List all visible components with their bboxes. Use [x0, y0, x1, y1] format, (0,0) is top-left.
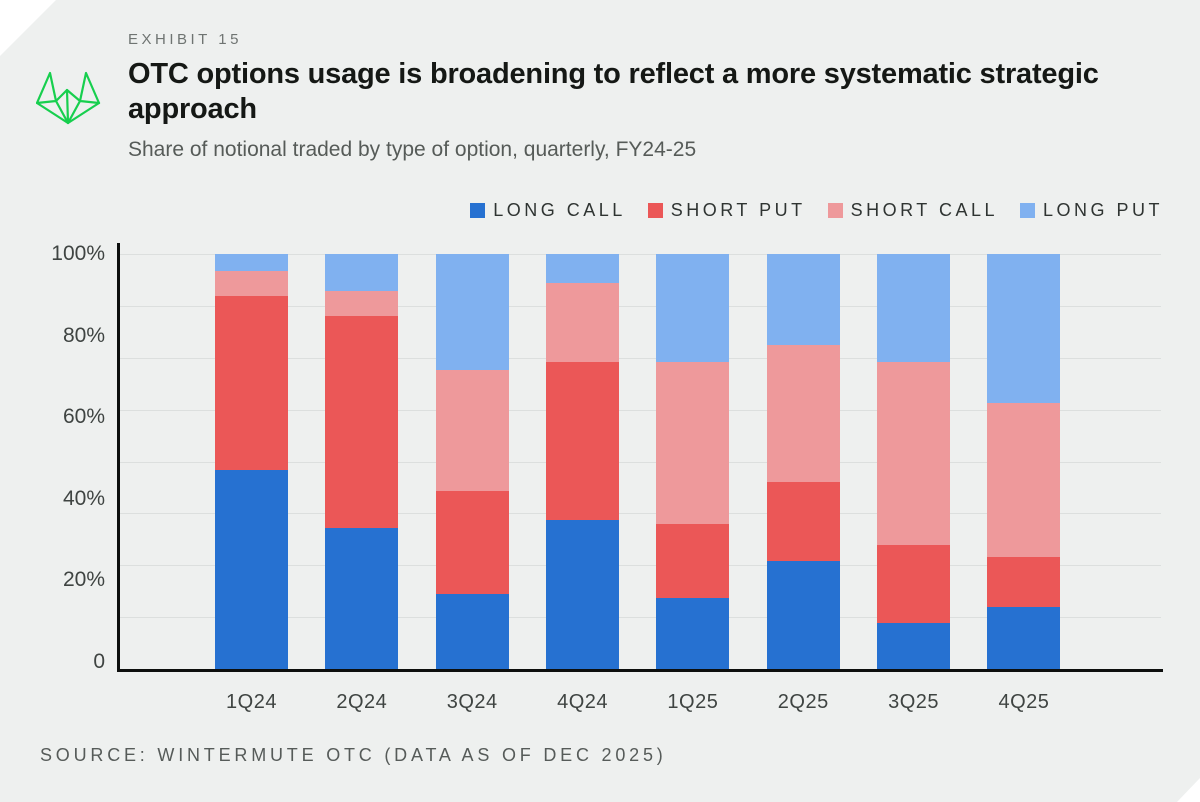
segment-long-put [546, 254, 620, 284]
legend-item-long-call: LONG CALL [470, 200, 626, 221]
gridline [117, 357, 1161, 359]
bar-4q24 [546, 254, 620, 669]
bar-1q25 [656, 254, 730, 669]
segment-long-put [987, 254, 1061, 404]
segment-short-put [656, 523, 730, 599]
page-title-line2: approach [128, 93, 257, 125]
long-put-swatch-icon [1019, 203, 1035, 218]
segment-long-put [877, 254, 951, 362]
segment-short-call [215, 270, 288, 296]
gridline [117, 513, 1161, 515]
page-title: OTC options usage is broadening to refle… [128, 57, 1099, 127]
short-call-swatch-icon [827, 203, 843, 218]
bar-2q25 [766, 254, 840, 669]
segment-long-call [987, 606, 1061, 669]
short-put-swatch-icon [647, 203, 663, 218]
segment-long-put [656, 254, 730, 362]
segment-long-call [325, 527, 399, 669]
segment-long-put [435, 254, 509, 371]
x-tick-label: 4Q24 [557, 691, 609, 713]
x-tick-label: 3Q24 [446, 691, 498, 713]
segment-short-put [435, 490, 509, 595]
bar-2q24 [325, 254, 399, 669]
segment-short-call [435, 370, 509, 491]
chart-subtitle: Share of notional traded by type of opti… [128, 138, 697, 161]
segment-long-put [215, 254, 288, 271]
x-tick-label: 1Q25 [667, 691, 719, 713]
segment-short-call [987, 403, 1061, 557]
gridline [117, 409, 1161, 411]
legend-label: LONG PUT [1042, 200, 1163, 220]
segment-long-call [215, 469, 288, 669]
gridline [117, 305, 1161, 307]
segment-short-call [877, 361, 951, 545]
gridline [117, 461, 1161, 463]
x-tick-label: 1Q24 [226, 691, 277, 713]
y-tick-label: 0 [93, 649, 105, 673]
source-note: SOURCE: WINTERMUTE OTC (DATA AS OF DEC 2… [40, 745, 667, 765]
bar-3q24 [435, 254, 509, 669]
chart-legend: LONG CALL SHORT PUT SHORT CALL LONG PUT [470, 200, 1163, 221]
y-tick-label: 100% [51, 242, 105, 265]
segment-short-put [987, 556, 1061, 607]
bar-4q25 [987, 254, 1061, 669]
gridline [117, 254, 1161, 255]
segment-long-call [656, 598, 730, 669]
gridline [117, 617, 1161, 619]
segment-short-call [546, 283, 620, 362]
y-axis-line [117, 243, 120, 672]
wintermute-logo-icon [36, 71, 101, 125]
y-tick-label: 20% [62, 568, 105, 591]
segment-short-put [215, 295, 288, 470]
y-tick-label: 60% [62, 405, 105, 428]
segment-short-call [766, 345, 840, 483]
x-tick-label: 2Q24 [336, 691, 388, 713]
legend-label: SHORT PUT [670, 200, 806, 220]
plot-area [117, 254, 1163, 669]
legend-item-long-put: LONG PUT [1019, 200, 1163, 221]
legend-label: LONG CALL [493, 200, 626, 220]
bar-1q24 [215, 254, 288, 669]
exhibit-label: EXHIBIT 15 [128, 31, 242, 48]
legend-item-short-put: SHORT PUT [647, 200, 806, 221]
x-tick-label: 3Q25 [888, 691, 940, 713]
legend-item-short-call: SHORT CALL [827, 200, 998, 221]
x-axis-line [117, 669, 1163, 672]
segment-long-put [766, 254, 840, 346]
segment-short-put [325, 316, 399, 528]
legend-label: SHORT CALL [850, 200, 998, 220]
segment-short-put [877, 544, 951, 624]
y-tick-label: 40% [62, 486, 105, 510]
page-title-line1: OTC options usage is broadening to refle… [128, 58, 1099, 90]
segment-long-call [766, 561, 840, 669]
segment-short-call [656, 361, 730, 524]
x-tick-label: 2Q25 [777, 691, 829, 713]
y-tick-label: 80% [62, 323, 105, 347]
segment-short-put [766, 482, 840, 562]
x-tick-label: 4Q25 [998, 691, 1050, 713]
segment-short-call [325, 291, 399, 317]
segment-long-call [877, 623, 951, 669]
bar-3q25 [877, 254, 951, 669]
segment-long-put [325, 254, 399, 292]
long-call-swatch-icon [470, 203, 486, 218]
gridline [117, 565, 1161, 567]
segment-long-call [435, 594, 509, 669]
segment-long-call [546, 519, 620, 669]
segment-short-put [546, 361, 620, 520]
